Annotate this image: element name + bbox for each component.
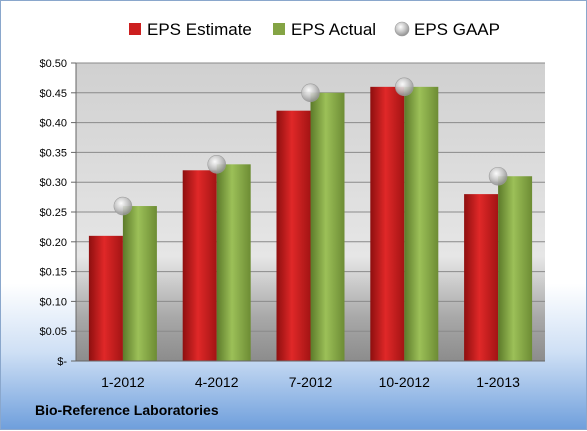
- bar-eps-estimate: [276, 110, 311, 362]
- bar-eps-estimate: [182, 170, 217, 361]
- x-tick-label: 1-2013: [476, 374, 520, 390]
- marker-eps-gaap: [488, 166, 508, 186]
- bar-eps-actual: [404, 86, 439, 361]
- y-axis: $- $0.05 $0.10 $0.15 $0.20 $0.25 $0.30 $0.35 $0.…: [39, 58, 77, 368]
- y-tick-label: $0.50: [39, 58, 67, 70]
- y-tick-label: $0.25: [39, 207, 67, 219]
- bar-eps-estimate: [88, 235, 123, 361]
- bar-eps-actual: [498, 176, 533, 361]
- y-tick-label: $0.35: [39, 147, 67, 159]
- y-tick-label: $0.30: [39, 177, 67, 189]
- y-tick-label: $0.45: [39, 88, 67, 100]
- x-tick-label: 10-2012: [379, 374, 431, 390]
- legend-label: EPS Estimate: [147, 20, 252, 39]
- bar-eps-actual: [310, 92, 345, 362]
- y-tick-label: $0.05: [39, 326, 67, 338]
- bar-eps-actual: [216, 164, 251, 361]
- bars: [88, 86, 533, 362]
- legend-item: EPS Actual: [273, 20, 376, 39]
- company-name: Bio-Reference Laboratories: [35, 402, 219, 418]
- legend: EPS Estimate EPS Actual EPS GAAP: [129, 20, 500, 39]
- marker-eps-gaap: [113, 196, 133, 216]
- legend-label: EPS GAAP: [414, 20, 500, 39]
- x-tick-label: 4-2012: [195, 374, 239, 390]
- y-tick-label: $-: [57, 356, 67, 368]
- x-tick-label: 7-2012: [289, 374, 333, 390]
- legend-swatch-eps-gaap: [394, 21, 410, 37]
- bar-eps-estimate: [464, 194, 499, 361]
- legend-item: EPS GAAP: [394, 20, 500, 39]
- bar-eps-estimate: [370, 86, 405, 361]
- marker-eps-gaap: [207, 155, 226, 174]
- legend-swatch-eps-actual: [273, 23, 285, 35]
- y-tick-label: $0.20: [39, 237, 67, 249]
- legend-label: EPS Actual: [291, 20, 376, 39]
- x-axis: 1-2012 4-2012 7-2012 10-2012 1-2013: [76, 360, 545, 390]
- marker-eps-gaap: [394, 77, 414, 97]
- y-tick-label: $0.15: [39, 267, 67, 279]
- x-tick-label: 1-2012: [101, 374, 145, 390]
- marker-eps-gaap: [301, 83, 320, 103]
- bar-eps-actual: [122, 206, 157, 361]
- y-tick-label: $0.10: [39, 296, 67, 308]
- legend-swatch-eps-estimate: [129, 23, 141, 35]
- y-tick-label: $0.40: [39, 118, 67, 130]
- legend-item: EPS Estimate: [129, 20, 252, 39]
- gaap-markers: [113, 77, 508, 216]
